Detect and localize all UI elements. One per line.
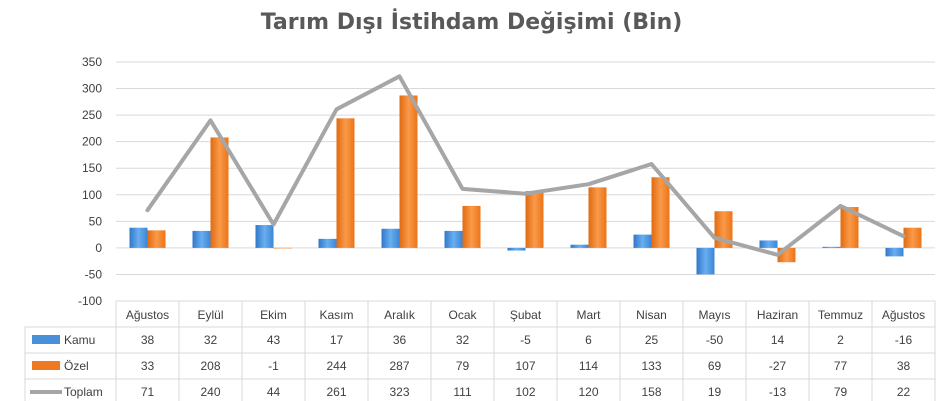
- chart-title: Tarım Dışı İstihdam Değişimi (Bin): [260, 10, 683, 35]
- bar-kamu-2: [255, 225, 274, 248]
- data-label: 208: [200, 359, 220, 373]
- data-label: 79: [456, 359, 470, 373]
- category-label: Kasım: [319, 308, 353, 322]
- bars: [129, 95, 922, 275]
- y-tick-label: 50: [89, 214, 103, 228]
- y-tick-label: 300: [82, 82, 102, 96]
- bar-özel-0: [147, 230, 166, 248]
- data-label: 14: [771, 333, 785, 347]
- data-label: 102: [515, 385, 535, 399]
- data-label: 287: [389, 359, 409, 373]
- category-label: Haziran: [757, 308, 798, 322]
- data-table: Ağustos Eylül Ekim Kasım Aralık Ocak Şubat Mart…: [24, 300, 936, 401]
- data-label: 25: [645, 333, 659, 347]
- y-tick-label: -50: [85, 267, 103, 281]
- bar-kamu-11: [822, 246, 841, 248]
- data-label: 38: [897, 359, 911, 373]
- data-label: 32: [456, 333, 470, 347]
- legend-swatch-kamu: [32, 335, 60, 344]
- data-label: 22: [897, 385, 911, 399]
- data-label: 38: [141, 333, 155, 347]
- bar-kamu-1: [192, 230, 211, 248]
- category-label: Şubat: [510, 308, 542, 322]
- legend-label-kamu: Kamu: [64, 333, 95, 347]
- y-tick-label: 100: [82, 188, 102, 202]
- data-label: 120: [578, 385, 598, 399]
- data-label: 33: [141, 359, 155, 373]
- category-label: Nisan: [636, 308, 667, 322]
- bar-kamu-8: [633, 234, 652, 248]
- category-label: Mayıs: [698, 308, 730, 322]
- bar-özel-7: [588, 187, 607, 248]
- category-label: Ağustos: [882, 308, 925, 322]
- bar-özel-4: [399, 95, 418, 248]
- bar-kamu-6: [507, 247, 526, 251]
- category-label: Temmuz: [818, 308, 863, 322]
- bar-kamu-7: [570, 244, 589, 248]
- data-label: 114: [579, 359, 598, 373]
- data-label: 71: [141, 385, 155, 399]
- category-label: Eylül: [197, 308, 223, 322]
- data-label: -50: [706, 333, 724, 347]
- category-label: Ocak: [448, 308, 477, 322]
- bar-özel-8: [651, 177, 670, 248]
- bar-kamu-0: [129, 227, 148, 248]
- data-label: -13: [769, 385, 787, 399]
- y-tick-label: 350: [82, 55, 102, 69]
- category-label: Mart: [577, 308, 602, 322]
- bar-özel-6: [525, 191, 544, 248]
- y-tick-label: 150: [82, 161, 102, 175]
- data-label: 17: [330, 333, 344, 347]
- data-label: 32: [204, 333, 218, 347]
- data-label: -5: [520, 333, 531, 347]
- bar-kamu-9: [696, 247, 715, 275]
- category-label: Ekim: [260, 308, 287, 322]
- y-tick-label: 0: [95, 241, 102, 255]
- bar-özel-12: [903, 227, 922, 248]
- line-toplam: [145, 74, 906, 257]
- data-label: 44: [267, 385, 281, 399]
- bar-kamu-4: [381, 228, 400, 248]
- data-label: 323: [389, 385, 409, 399]
- data-label: -27: [769, 359, 787, 373]
- bar-özel-2: [273, 247, 292, 249]
- total-line: [145, 74, 906, 257]
- y-tick-label: 250: [82, 108, 102, 122]
- bar-kamu-12: [885, 247, 904, 257]
- y-tick-label: -100: [78, 294, 102, 308]
- bar-kamu-5: [444, 230, 463, 248]
- data-label: -16: [895, 333, 913, 347]
- data-label: 2: [837, 333, 844, 347]
- data-label: 6: [585, 333, 592, 347]
- legend-label-toplam: Toplam: [64, 385, 103, 399]
- gridlines: [116, 61, 935, 302]
- data-label: 244: [326, 359, 346, 373]
- y-axis: -100 -50 0 50 100 150 200 250 300 350: [78, 55, 102, 308]
- data-label: 36: [393, 333, 407, 347]
- y-tick-label: 200: [82, 135, 102, 149]
- data-label: 69: [708, 359, 722, 373]
- bar-özel-11: [840, 206, 859, 248]
- bar-özel-3: [336, 118, 355, 248]
- category-label: Aralık: [384, 308, 416, 322]
- bar-özel-1: [210, 137, 229, 248]
- data-label: 19: [708, 385, 722, 399]
- bar-kamu-3: [318, 238, 337, 248]
- data-label: 158: [641, 385, 661, 399]
- data-label: 261: [326, 385, 346, 399]
- category-label: Ağustos: [126, 308, 169, 322]
- data-label: 133: [641, 359, 661, 373]
- data-label: 240: [200, 385, 220, 399]
- bar-özel-5: [462, 205, 481, 248]
- legend-label-özel: Özel: [64, 359, 89, 373]
- legend-swatch-özel: [32, 361, 60, 370]
- data-label: 77: [834, 359, 848, 373]
- data-label: -1: [268, 359, 279, 373]
- bar-kamu-10: [759, 240, 778, 248]
- data-label: 107: [515, 359, 535, 373]
- data-label: 43: [267, 333, 281, 347]
- data-label: 111: [453, 385, 472, 399]
- data-label: 79: [834, 385, 848, 399]
